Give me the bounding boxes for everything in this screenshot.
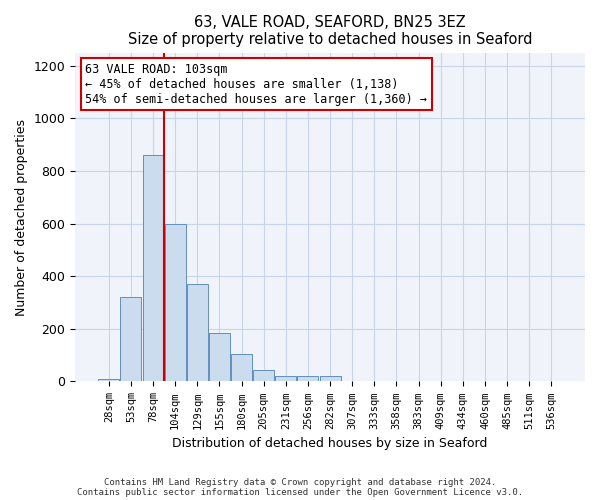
- Bar: [98, 379, 119, 382]
- Bar: [164, 224, 186, 382]
- X-axis label: Distribution of detached houses by size in Seaford: Distribution of detached houses by size …: [172, 437, 488, 450]
- Bar: [275, 376, 296, 382]
- Title: 63, VALE ROAD, SEAFORD, BN25 3EZ
Size of property relative to detached houses in: 63, VALE ROAD, SEAFORD, BN25 3EZ Size of…: [128, 15, 532, 48]
- Bar: [209, 333, 230, 382]
- Text: 63 VALE ROAD: 103sqm
← 45% of detached houses are smaller (1,138)
54% of semi-de: 63 VALE ROAD: 103sqm ← 45% of detached h…: [85, 62, 427, 106]
- Bar: [320, 376, 341, 382]
- Bar: [121, 298, 142, 382]
- Bar: [298, 376, 319, 382]
- Text: Contains HM Land Registry data © Crown copyright and database right 2024.
Contai: Contains HM Land Registry data © Crown c…: [77, 478, 523, 497]
- Bar: [143, 156, 164, 382]
- Bar: [231, 354, 252, 382]
- Bar: [253, 370, 274, 382]
- Bar: [187, 284, 208, 382]
- Y-axis label: Number of detached properties: Number of detached properties: [15, 118, 28, 316]
